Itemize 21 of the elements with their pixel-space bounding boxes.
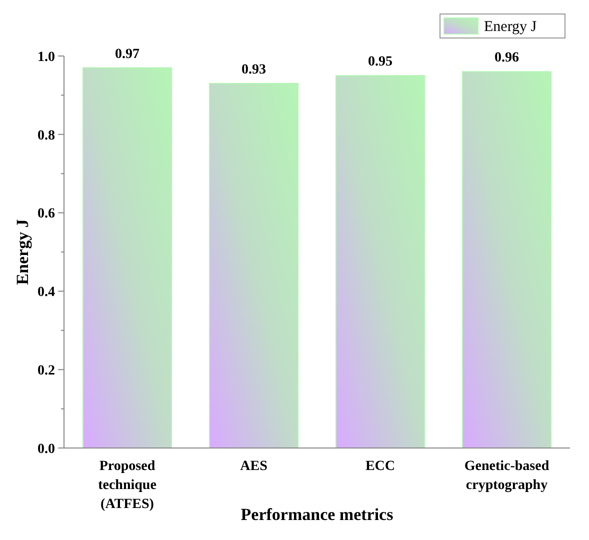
data-label: 0.93	[242, 62, 266, 78]
bar	[82, 67, 172, 448]
data-label: 0.95	[368, 54, 392, 70]
legend-label: Energy J	[484, 19, 537, 35]
x-tick-label: ECC	[365, 459, 396, 474]
x-tick-label: Proposed technique (ATFES)	[98, 459, 156, 512]
bar	[462, 71, 552, 448]
x-tick-label: Genetic-based cryptography	[464, 459, 550, 493]
data-label: 0.96	[494, 50, 519, 66]
y-tick-label: 0.0	[38, 442, 55, 457]
bar	[208, 82, 299, 448]
y-tick-label: 0.6	[38, 206, 55, 222]
y-tick-label: 0.4	[38, 285, 55, 300]
data-label: 0.97	[115, 46, 140, 62]
x-axis-title: Performance metrics	[240, 505, 394, 524]
y-tick-label: 1.0	[38, 50, 55, 65]
x-tick-label: AES	[240, 459, 268, 474]
bar	[335, 75, 426, 448]
y-axis-title: Energy J	[13, 218, 32, 285]
y-tick-label: 0.8	[38, 128, 55, 144]
y-tick-label: 0.2	[38, 364, 55, 378]
